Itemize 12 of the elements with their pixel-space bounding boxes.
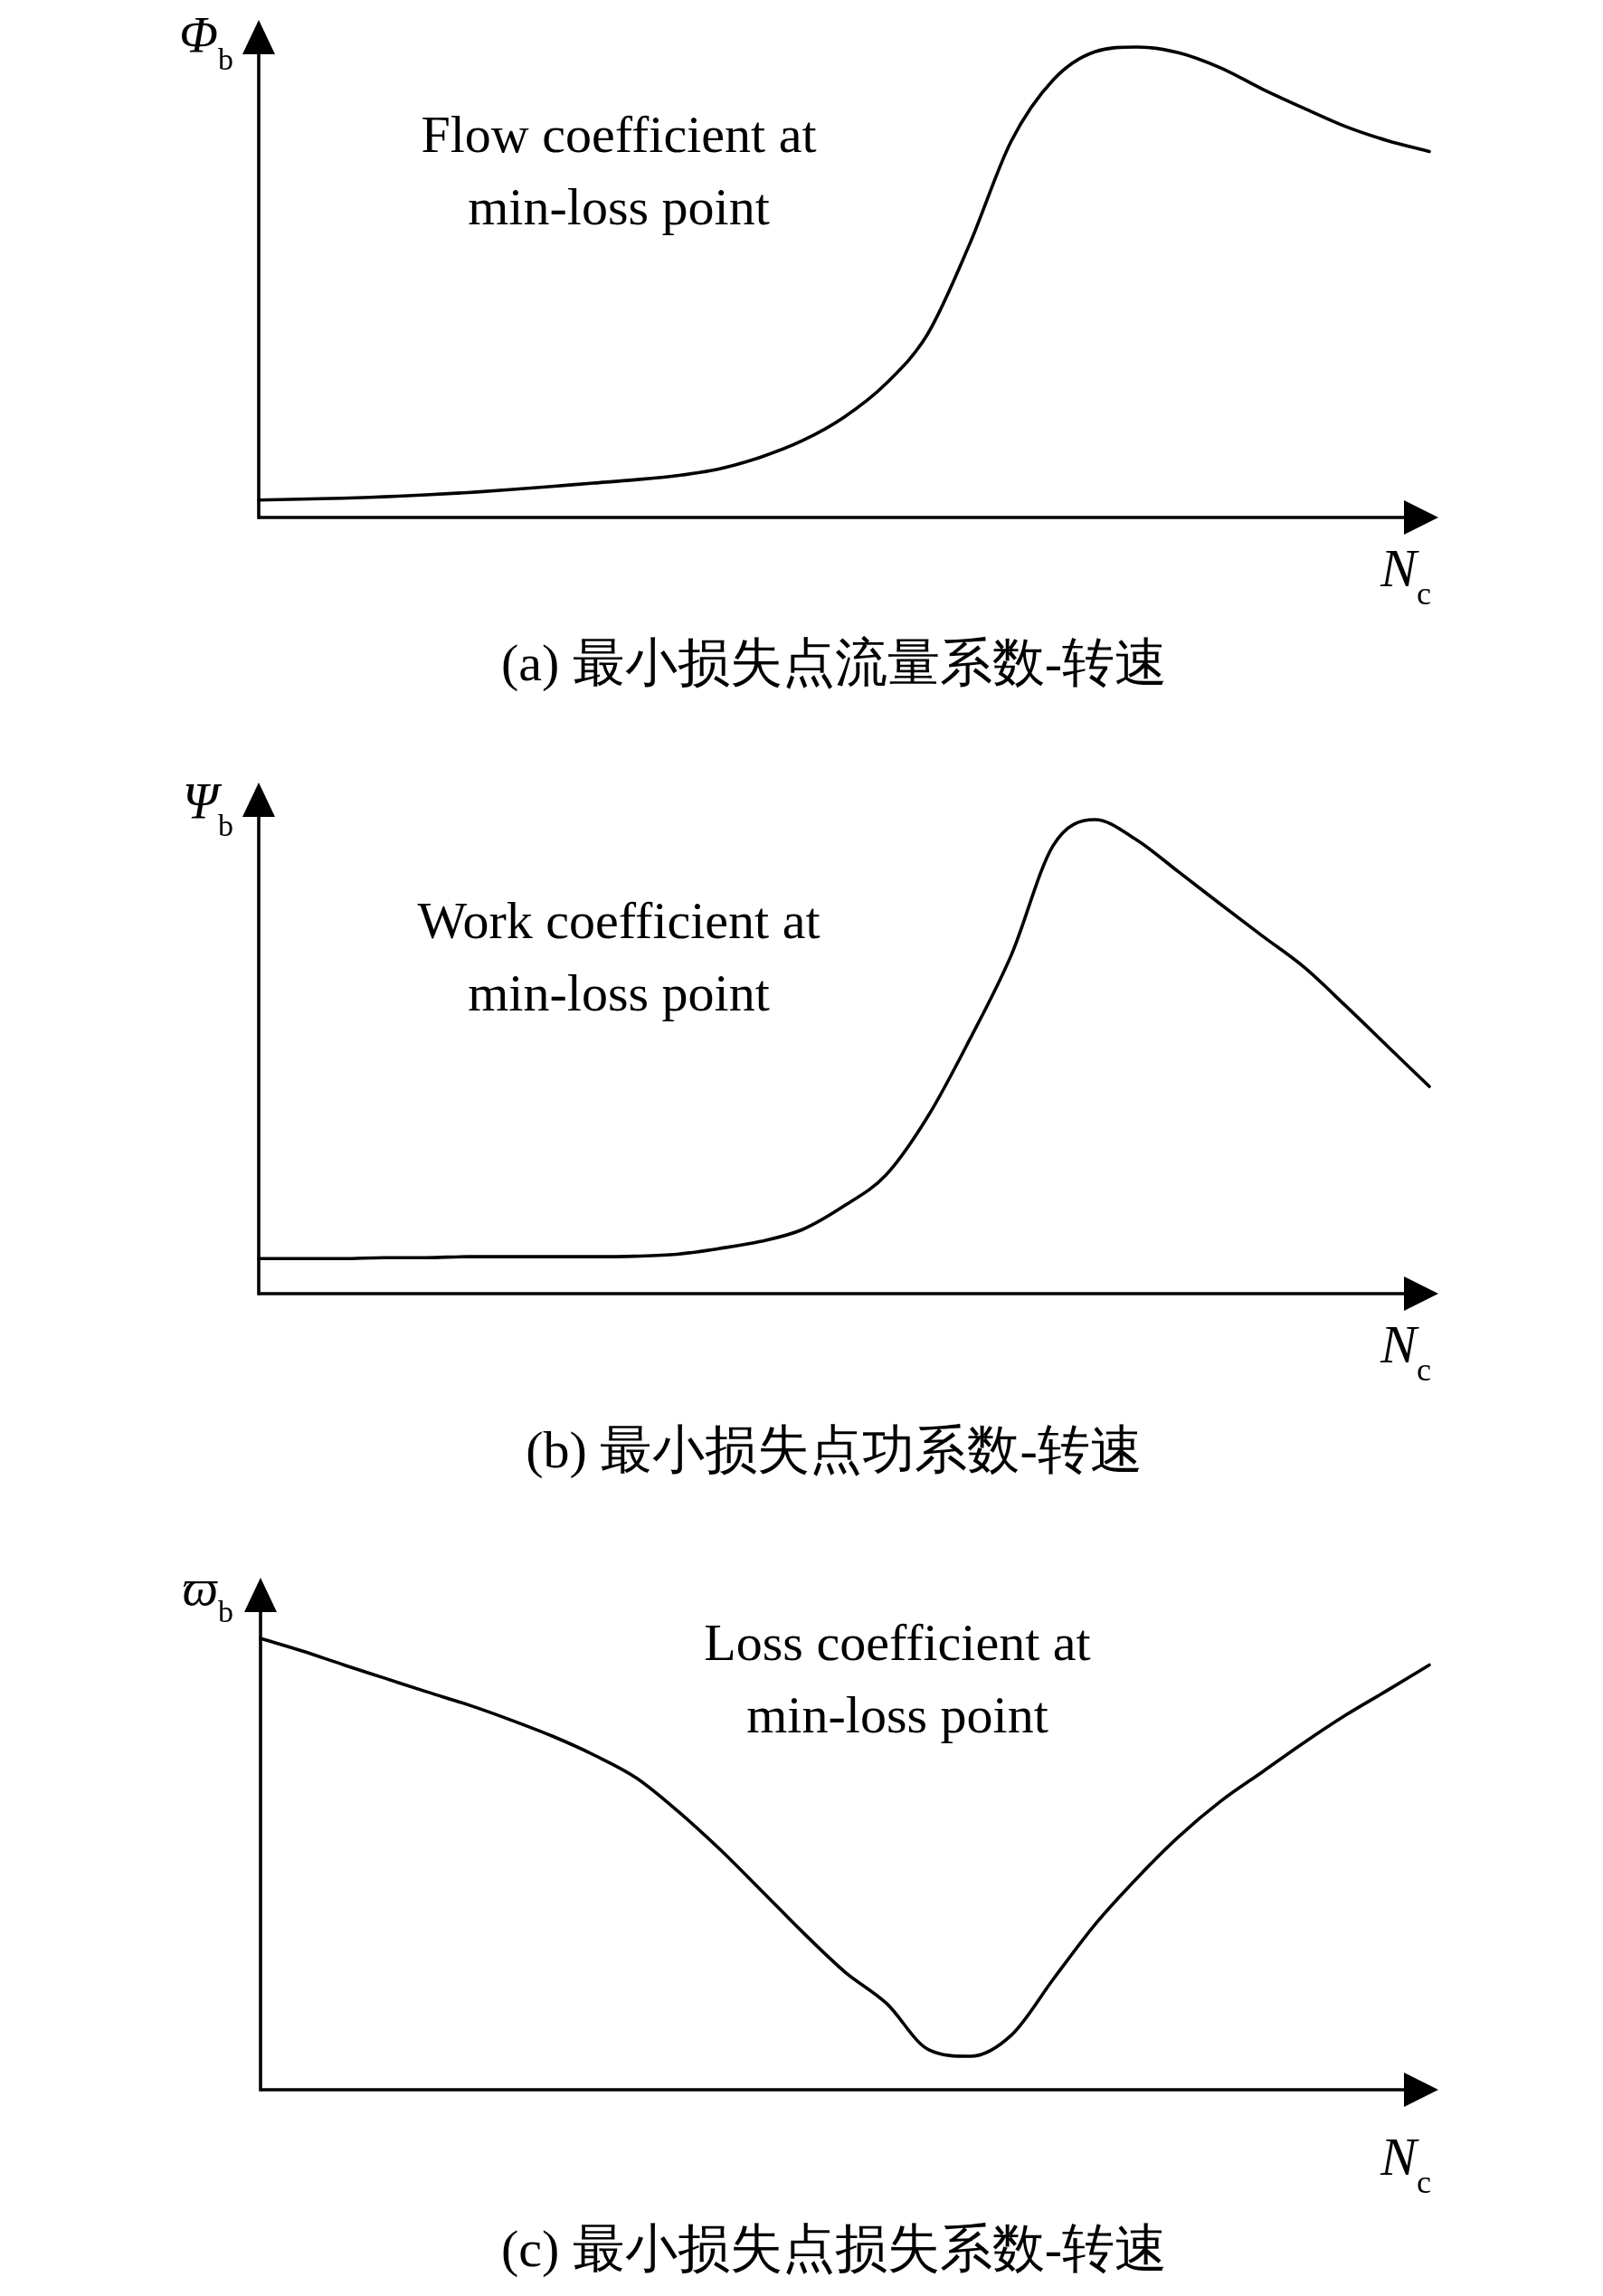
y-axis-label: Φ$_{b}$ [179, 7, 233, 76]
caption: (a) 最小损失点流量系数-转速 [500, 633, 1168, 692]
annotation: Loss coefficient at min-loss point [704, 1613, 1091, 1744]
x-axis-label: N$_{c}$ [1380, 538, 1431, 612]
annotation: Work coefficient at min-loss point [417, 891, 820, 1022]
y-axis-label: Ψ$_{b}$ [182, 773, 233, 842]
y-axis-label: ϖ$_{b}$ [182, 1560, 233, 1628]
caption: (b) 最小损失点功系数-转速 [526, 1420, 1143, 1479]
x-axis-label: N$_{c}$ [1380, 2127, 1431, 2200]
caption: (c) 最小损失点损失系数-转速 [500, 2219, 1168, 2278]
annotation: Flow coefficient at min-loss point [421, 105, 817, 236]
x-axis-label: N$_{c}$ [1380, 1314, 1431, 1388]
